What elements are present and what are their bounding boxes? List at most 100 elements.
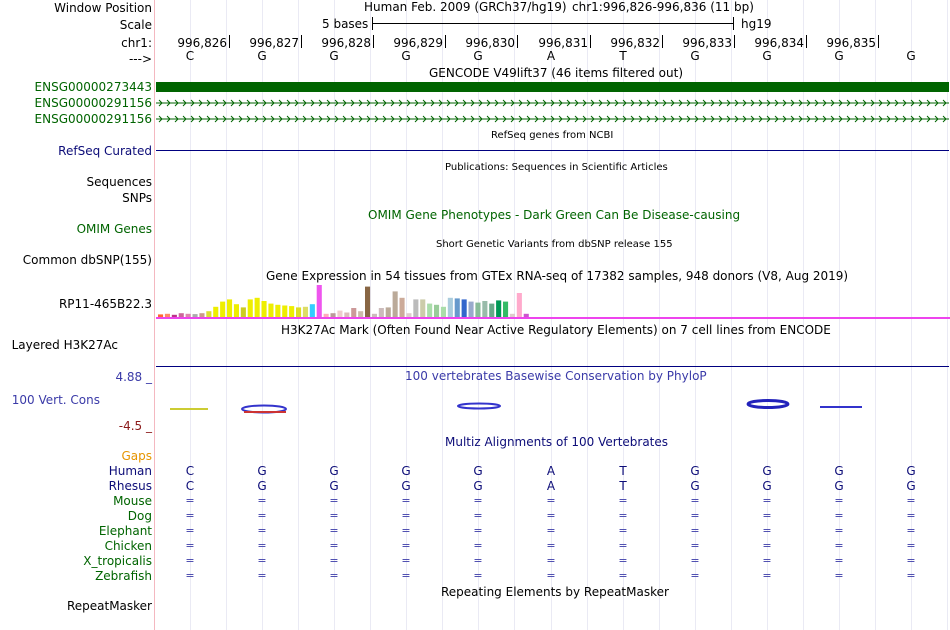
reference-base: C bbox=[185, 49, 195, 63]
gencode-item-label-1[interactable]: ENSG00000273443 bbox=[34, 80, 152, 94]
strand-chevron bbox=[758, 99, 763, 107]
gtex-tissue-bar bbox=[240, 307, 246, 317]
strand-chevron bbox=[182, 115, 187, 123]
strand-chevron bbox=[878, 115, 883, 123]
strand-chevron bbox=[710, 115, 715, 123]
publications-snps-label[interactable]: SNPs bbox=[122, 191, 152, 205]
species-label-human[interactable]: Human bbox=[108, 464, 152, 478]
alignment-base: = bbox=[618, 539, 628, 552]
reference-base: A bbox=[546, 49, 556, 63]
gridline bbox=[226, 0, 227, 630]
alignment-base: = bbox=[762, 554, 772, 567]
strand-chevron bbox=[766, 99, 771, 107]
strand-chevron bbox=[774, 115, 779, 123]
strand-chevron bbox=[374, 115, 379, 123]
repeatmasker-track-title: Repeating Elements by RepeatMasker bbox=[441, 585, 669, 599]
publications-track-title: Publications: Sequences in Scientific Ar… bbox=[445, 162, 668, 173]
alignment-base: = bbox=[906, 524, 916, 537]
strand-chevron bbox=[374, 99, 379, 107]
gtex-tissue-bar bbox=[434, 304, 440, 317]
strand-chevron bbox=[558, 115, 563, 123]
strand-chevron bbox=[198, 99, 203, 107]
alignment-base: = bbox=[906, 539, 916, 552]
strand-chevron bbox=[382, 99, 387, 107]
refseq-label[interactable]: RefSeq Curated bbox=[58, 144, 152, 158]
gtex-tissue-bar bbox=[337, 310, 343, 317]
strand-chevron bbox=[350, 99, 355, 107]
strand-chevron bbox=[582, 115, 587, 123]
species-label-zebrafish[interactable]: Zebrafish bbox=[95, 569, 152, 583]
gencode-item-label-3[interactable]: ENSG00000291156 bbox=[34, 112, 152, 126]
strand-chevron bbox=[294, 99, 299, 107]
h3k27ac-label[interactable]: Layered H3K27Ac bbox=[11, 338, 118, 352]
strand-chevron bbox=[190, 99, 195, 107]
strand-chevron bbox=[430, 99, 435, 107]
reference-base: G bbox=[329, 49, 339, 63]
gencode-item-label-2[interactable]: ENSG00000291156 bbox=[34, 96, 152, 110]
strand-chevron bbox=[174, 99, 179, 107]
strand-chevron bbox=[646, 115, 651, 123]
gencode-gene-bar[interactable] bbox=[156, 82, 949, 92]
strand-chevron bbox=[902, 115, 907, 123]
gtex-tissue-bar bbox=[344, 312, 350, 317]
gtex-tissue-bar bbox=[378, 308, 384, 317]
strand-chevron bbox=[902, 99, 907, 107]
alignment-base: G bbox=[401, 464, 411, 478]
coord-tick bbox=[301, 35, 302, 48]
strand-chevron bbox=[694, 99, 699, 107]
repeatmasker-label[interactable]: RepeatMasker bbox=[66, 599, 152, 613]
gencode-intron-line-2[interactable] bbox=[156, 114, 949, 124]
gridline bbox=[623, 0, 624, 630]
scale-bar-left-tick bbox=[372, 17, 373, 30]
gtex-bar-chart[interactable] bbox=[156, 283, 950, 321]
strand-chevron bbox=[822, 115, 827, 123]
strand-chevron bbox=[702, 99, 707, 107]
phylop-label[interactable]: 100 Vert. Cons bbox=[11, 393, 100, 407]
gtex-tissue-bar bbox=[171, 314, 177, 317]
gtex-tissue-bar bbox=[220, 301, 226, 317]
strand-chevron bbox=[518, 99, 523, 107]
species-label-x-tropicalis[interactable]: X_tropicalis bbox=[83, 554, 152, 568]
species-label-dog[interactable]: Dog bbox=[127, 509, 152, 523]
phylop-logos[interactable] bbox=[156, 396, 950, 418]
coord-tick bbox=[445, 35, 446, 48]
strand-chevron bbox=[662, 115, 667, 123]
phylop-max-label: 4.88 _ bbox=[115, 370, 152, 384]
gridline bbox=[587, 0, 588, 630]
omim-label[interactable]: OMIM Genes bbox=[76, 222, 152, 236]
strand-chevron bbox=[582, 99, 587, 107]
strand-chevron bbox=[254, 99, 259, 107]
strand-chevron bbox=[862, 115, 867, 123]
multiz-gaps-label[interactable]: Gaps bbox=[121, 449, 152, 463]
gtex-tissue-bar bbox=[247, 299, 253, 317]
strand-chevron bbox=[158, 99, 163, 107]
species-label-rhesus[interactable]: Rhesus bbox=[108, 479, 152, 493]
refseq-line[interactable] bbox=[156, 150, 949, 151]
strand-chevron bbox=[438, 115, 443, 123]
strand-chevron bbox=[334, 99, 339, 107]
strand-chevron bbox=[470, 99, 475, 107]
species-label-elephant[interactable]: Elephant bbox=[98, 524, 152, 538]
omim-track-title: OMIM Gene Phenotypes - Dark Green Can Be… bbox=[368, 208, 741, 222]
alignment-base: = bbox=[257, 509, 267, 522]
strand-chevron bbox=[854, 99, 859, 107]
strand-chevron bbox=[342, 99, 347, 107]
dbsnp-label[interactable]: Common dbSNP(155) bbox=[22, 253, 152, 267]
gtex-tissue-bar bbox=[330, 313, 336, 317]
publications-sequences-label[interactable]: Sequences bbox=[86, 175, 152, 189]
alignment-base: = bbox=[690, 524, 700, 537]
gtex-tissue-bar bbox=[261, 301, 267, 317]
alignment-base: C bbox=[185, 479, 195, 493]
gridline bbox=[911, 0, 912, 630]
gencode-intron-line-1[interactable] bbox=[156, 98, 949, 108]
strand-chevron bbox=[302, 99, 307, 107]
species-label-mouse[interactable]: Mouse bbox=[113, 494, 152, 508]
gtex-tissue-bar bbox=[233, 304, 239, 317]
gtex-gene-label[interactable]: RP11-465B22.3 bbox=[58, 297, 152, 311]
species-label-chicken[interactable]: Chicken bbox=[104, 539, 152, 553]
strand-chevron bbox=[726, 99, 731, 107]
strand-chevron bbox=[806, 115, 811, 123]
strand-chevron bbox=[606, 115, 611, 123]
alignment-base: = bbox=[185, 509, 195, 522]
strand-chevron bbox=[630, 99, 635, 107]
